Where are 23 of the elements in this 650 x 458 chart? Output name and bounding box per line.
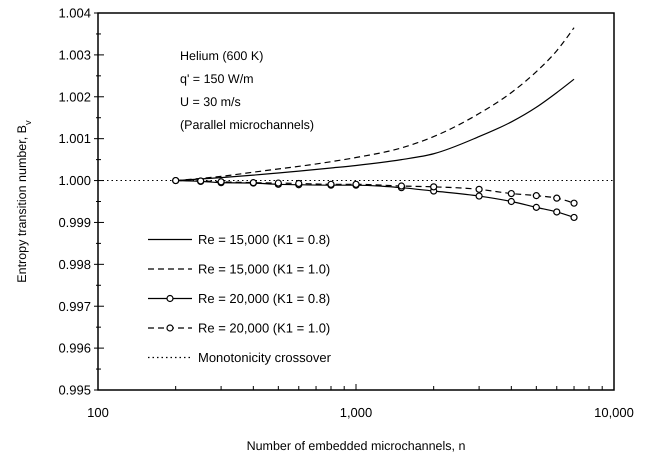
annotation: Helium (600 K) xyxy=(180,49,264,63)
x-axis-title: Number of embedded microchannels, n xyxy=(246,439,466,453)
y-tick-label: 0.995 xyxy=(58,382,91,398)
annotation: U = 30 m/s xyxy=(180,95,241,109)
y-tick-label: 0.996 xyxy=(58,340,91,356)
y-tick-label: 0.998 xyxy=(58,256,91,272)
legend-label: Re = 15,000 (K1 = 0.8) xyxy=(198,232,330,248)
y-tick-label: 1.003 xyxy=(58,47,91,62)
y-tick-label: 0.999 xyxy=(58,214,91,230)
legend-label: Re = 15,000 (K1 = 1.0) xyxy=(198,262,330,277)
legend-label: Monotonicity crossover xyxy=(198,350,332,366)
y-tick-label: 1.002 xyxy=(58,89,91,104)
y-tick-label: 1.001 xyxy=(58,131,91,146)
x-tick-label: 10,000 xyxy=(594,405,634,420)
annotation: q' = 150 W/m xyxy=(180,72,254,86)
x-tick-label: 1,000 xyxy=(340,405,372,420)
legend-label: Re = 20,000 (K1 = 0.8) xyxy=(198,291,330,306)
legend-label: Re = 20,000 (K1 = 1.0) xyxy=(198,320,330,336)
y-tick-label: 1.004 xyxy=(58,6,91,21)
x-tick-label: 100 xyxy=(87,405,109,420)
y-tick-label: 0.997 xyxy=(58,298,91,314)
y-tick-label: 1.000 xyxy=(58,173,91,188)
annotation: (Parallel microchannels) xyxy=(180,118,314,132)
